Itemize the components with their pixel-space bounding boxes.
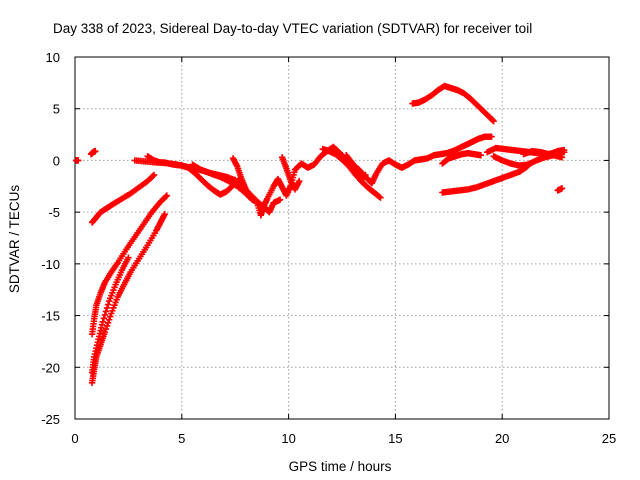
data-point (104, 301, 112, 308)
data-point (376, 193, 383, 201)
series-20 (554, 185, 566, 194)
series-10 (229, 155, 256, 201)
series-1 (72, 157, 82, 164)
data-point (99, 318, 106, 325)
data-points (72, 82, 568, 386)
y-tick-label: -10 (41, 257, 60, 272)
data-point (75, 157, 82, 164)
data-point (100, 315, 108, 322)
data-point (101, 311, 109, 319)
data-point (560, 146, 568, 154)
data-point (252, 196, 259, 203)
series-6 (88, 254, 132, 376)
x-axis-title: GPS time / hours (289, 459, 392, 474)
x-tick-label: 20 (495, 431, 509, 446)
series-19 (520, 146, 568, 158)
x-tick-label: 25 (602, 431, 616, 446)
data-point (149, 172, 157, 180)
data-point (162, 193, 169, 200)
data-point (92, 147, 99, 155)
y-tick-label: 5 (53, 102, 60, 117)
data-point (103, 304, 111, 312)
data-point (558, 154, 566, 161)
data-point (107, 313, 114, 320)
data-point (276, 196, 284, 203)
data-point (103, 322, 111, 330)
data-point (296, 177, 303, 185)
data-point (249, 194, 256, 201)
series-2 (87, 147, 99, 158)
x-tick-label: 0 (71, 431, 78, 446)
plot-frame (74, 56, 610, 420)
axes: 0 5 10 15 20 25 -25 -20 -15 -10 -5 0 5 10 (41, 50, 616, 446)
grid (75, 57, 609, 419)
data-point (102, 325, 110, 333)
y-tick-label: -15 (41, 309, 60, 324)
data-point (102, 308, 110, 315)
x-tick-label: 10 (281, 431, 295, 446)
data-point (125, 254, 132, 261)
series-3 (88, 171, 158, 226)
data-point (161, 211, 168, 218)
x-tick-label: 5 (178, 431, 185, 446)
y-tick-label: -5 (48, 205, 60, 220)
data-point (163, 192, 171, 199)
y-tick-label: 10 (46, 50, 60, 65)
y-tick-label: -25 (41, 412, 60, 427)
series-14 (409, 82, 497, 125)
chart-title: Day 338 of 2023, Sidereal Day-to-day VTE… (53, 21, 532, 36)
data-point (104, 319, 112, 327)
series-15 (439, 149, 485, 167)
data-point (150, 171, 158, 179)
y-tick-label: 0 (53, 153, 60, 168)
y-tick-label: -20 (41, 360, 60, 375)
series-13 (343, 152, 369, 184)
series-4 (88, 192, 171, 338)
data-point (488, 133, 495, 140)
series-16 (439, 160, 534, 196)
series-11 (278, 154, 303, 193)
data-point (105, 316, 113, 323)
data-point (490, 117, 497, 125)
x-tick-label: 15 (388, 431, 402, 446)
data-point (477, 152, 485, 159)
data-point (558, 185, 566, 192)
data-point (101, 328, 109, 336)
data-point (377, 194, 384, 201)
y-axis-title: SDTVAR / TECUs (7, 185, 22, 294)
data-point (362, 171, 369, 179)
series-9 (189, 133, 495, 219)
